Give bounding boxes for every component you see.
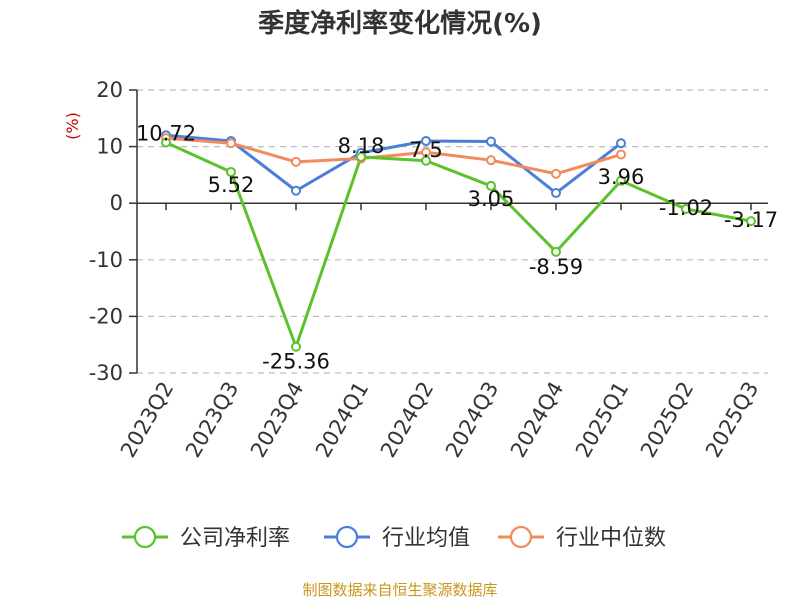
legend-label: 行业均值	[382, 526, 470, 551]
series-line-2	[165, 136, 622, 176]
series-point-0	[226, 166, 236, 177]
series-line-0	[165, 141, 752, 349]
x-tick-label: 2023Q2	[116, 378, 178, 462]
data-label: 7.5	[409, 138, 442, 162]
series-points	[161, 130, 756, 352]
axes	[129, 89, 768, 374]
x-tick-labels: 2023Q2 2023Q3 2023Q4 2024Q1 2024Q2 2024Q3 2024…	[116, 378, 763, 462]
legend-marker	[133, 525, 157, 549]
data-label: -8.59	[529, 255, 583, 279]
data-labels: 10.72 5.52 -25.36 8.18 7.5 3.05 -8.59 3.96 -1.02…	[136, 122, 778, 374]
series-point-0	[681, 203, 691, 214]
data-label: 5.52	[208, 173, 255, 197]
data-label: -25.36	[262, 350, 330, 374]
x-tick-label: 2025Q1	[571, 378, 633, 462]
y-tick-label: -10	[89, 248, 123, 272]
grid-lines	[137, 89, 768, 374]
series-point-0	[291, 341, 301, 352]
x-tick-label: 2024Q1	[311, 378, 373, 462]
y-axis-unit-label: (%)	[63, 112, 82, 140]
series-point-2	[291, 156, 301, 167]
data-label: 3.05	[468, 187, 515, 211]
y-tick-label: -30	[89, 361, 123, 385]
y-tick-label: 20	[96, 78, 123, 102]
x-tick-label: 2024Q4	[506, 378, 568, 462]
series-line-1	[165, 133, 622, 195]
series-point-0	[356, 151, 366, 162]
source-note: 制图数据来自恒生聚源数据库	[302, 581, 497, 599]
legend-marker	[335, 525, 359, 549]
series-point-0	[616, 175, 626, 186]
legend-label: 公司净利率	[180, 526, 290, 551]
series-point-1	[421, 135, 431, 146]
x-tick-label: 2025Q2	[636, 378, 698, 462]
data-label: -3.17	[724, 208, 778, 232]
y-tick-label: -20	[89, 304, 123, 328]
series-point-0	[551, 246, 561, 257]
y-tick-label: 10	[96, 135, 123, 159]
x-tick-label: 2023Q4	[246, 378, 308, 462]
legend-label: 行业中位数	[556, 526, 666, 551]
series-point-2	[486, 155, 496, 166]
series-point-2	[616, 149, 626, 160]
series-point-2	[551, 168, 561, 179]
data-label: 3.96	[598, 165, 645, 189]
series-point-1	[616, 138, 626, 149]
series-point-0	[421, 155, 431, 166]
data-label: 8.18	[338, 134, 385, 158]
series-point-1	[291, 185, 301, 196]
x-tick-label: 2024Q3	[441, 378, 503, 462]
x-tick-label: 2025Q3	[701, 378, 763, 462]
series-point-0	[486, 180, 496, 191]
x-tick-label: 2024Q2	[376, 378, 438, 462]
series-point-0	[161, 137, 171, 148]
legend[interactable]: 公司净利率 行业均值 行业中位数	[122, 525, 666, 551]
series-point-1	[486, 136, 496, 147]
legend-item-2[interactable]: 行业中位数	[498, 525, 666, 551]
legend-item-0[interactable]: 公司净利率	[122, 525, 290, 551]
series-lines	[165, 133, 752, 349]
series-point-0	[746, 216, 756, 227]
y-tick-label: 0	[110, 191, 123, 215]
legend-item-1[interactable]: 行业均值	[324, 525, 470, 551]
y-tick-labels: 20 10 0 -10 -20 -30	[89, 78, 123, 385]
data-label: 10.72	[136, 122, 196, 146]
series-point-2	[226, 138, 236, 149]
chart-title: 季度净利率变化情况(%)	[258, 8, 542, 39]
legend-marker	[509, 525, 533, 549]
x-tick-label: 2023Q3	[181, 378, 243, 462]
data-label: -1.02	[659, 196, 713, 220]
series-point-1	[551, 188, 561, 199]
